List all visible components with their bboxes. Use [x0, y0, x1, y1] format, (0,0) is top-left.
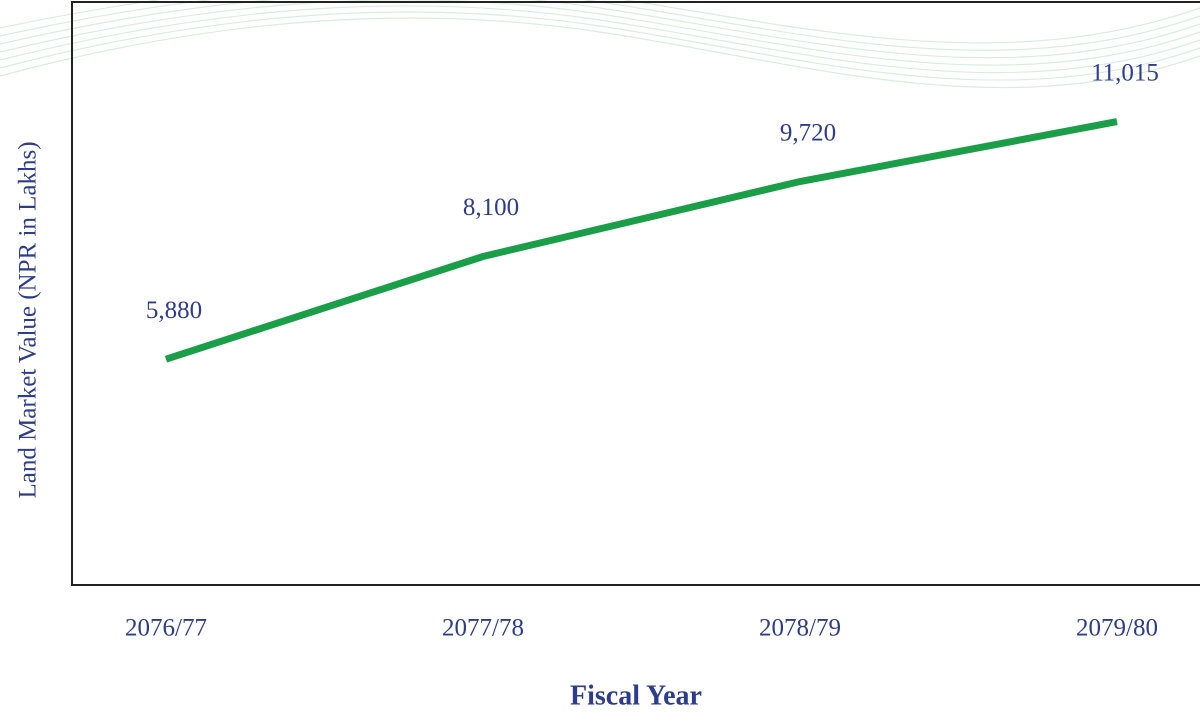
x-tick-label: 2076/77	[125, 615, 207, 642]
data-label: 11,015	[1091, 59, 1159, 86]
x-tick-label: 2079/80	[1076, 615, 1158, 642]
x-tick-label: 2077/78	[442, 615, 524, 642]
x-tick-label: 2078/79	[759, 615, 841, 642]
plot-frame	[71, 1, 1200, 586]
x-axis-title: Fiscal Year	[570, 680, 702, 711]
data-label: 5,880	[146, 297, 202, 324]
data-line	[164, 118, 1118, 363]
data-label: 9,720	[780, 119, 836, 146]
data-label: 8,100	[463, 194, 519, 221]
background-waves	[0, 0, 1200, 89]
y-axis-title: Land Market Value (NPR in Lakhs)	[15, 141, 42, 498]
